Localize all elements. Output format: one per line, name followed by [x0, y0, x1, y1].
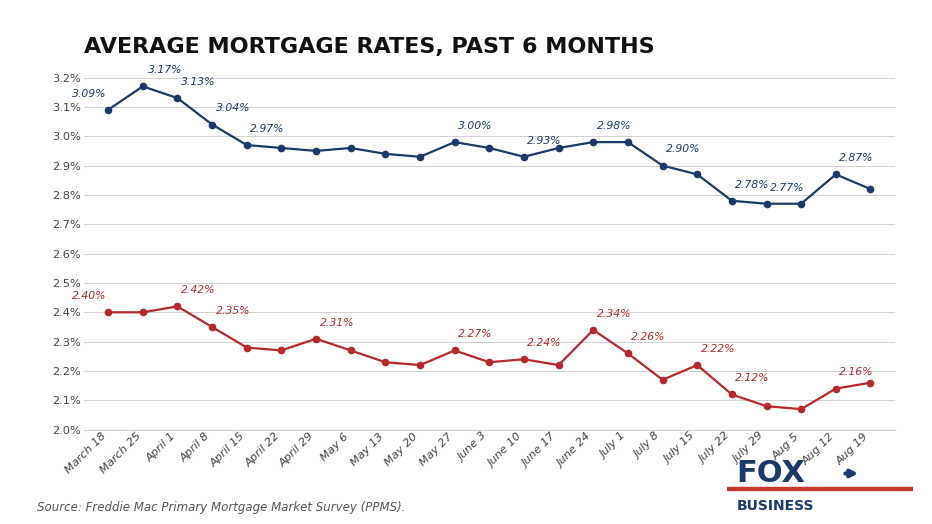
Text: 2.16%: 2.16% [840, 367, 874, 377]
Text: 2.77%: 2.77% [770, 182, 804, 193]
Text: 2.40%: 2.40% [72, 291, 106, 301]
Text: 2.12%: 2.12% [735, 373, 770, 384]
Text: 2.22%: 2.22% [701, 344, 735, 354]
Text: 2.31%: 2.31% [320, 318, 354, 328]
Text: 2.78%: 2.78% [735, 180, 770, 190]
Text: 2.42%: 2.42% [181, 285, 215, 296]
Text: 2.35%: 2.35% [215, 306, 250, 316]
Text: 2.27%: 2.27% [459, 329, 493, 340]
Text: 3.00%: 3.00% [459, 121, 493, 131]
Text: 3.17%: 3.17% [148, 65, 183, 75]
Text: 3.04%: 3.04% [215, 103, 250, 113]
Text: 2.97%: 2.97% [250, 124, 284, 134]
Text: 2.98%: 2.98% [596, 121, 631, 131]
Bar [727, 487, 913, 490]
Text: 2.87%: 2.87% [840, 153, 874, 163]
Text: FOX: FOX [736, 459, 805, 488]
Text: 3.09%: 3.09% [72, 89, 106, 99]
Text: 2.93%: 2.93% [528, 136, 562, 146]
Text: 2.26%: 2.26% [631, 332, 665, 342]
Text: 2.24%: 2.24% [528, 338, 562, 348]
Text: 2.34%: 2.34% [596, 309, 631, 319]
Text: Source: Freddie Mac Primary Mortgage Market Survey (PPMS).: Source: Freddie Mac Primary Mortgage Mar… [37, 500, 405, 514]
Text: 3.13%: 3.13% [181, 77, 215, 87]
Text: AVERAGE MORTGAGE RATES, PAST 6 MONTHS: AVERAGE MORTGAGE RATES, PAST 6 MONTHS [84, 37, 654, 57]
Text: BUSINESS: BUSINESS [736, 499, 814, 513]
Text: 2.90%: 2.90% [666, 145, 701, 155]
